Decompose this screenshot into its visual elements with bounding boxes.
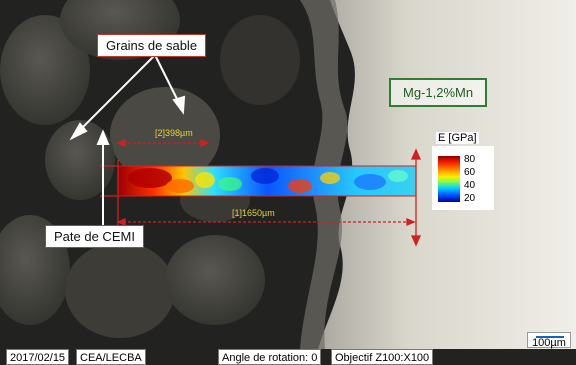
paste-label: Pate de CEMI: [45, 225, 144, 248]
scale-bar-line: [536, 336, 564, 338]
dimension-short-label: [2]398µm: [155, 128, 193, 138]
alloy-label: Mg-1,2%Mn: [389, 78, 488, 107]
legend-tick-20: 20: [464, 193, 476, 204]
legend-tick-60: 60: [464, 167, 476, 178]
grains-label: Grains de sable: [97, 34, 207, 57]
scale-bar: 100µm: [527, 332, 571, 349]
modulus-legend: E [GPa] 80 60 40 20: [432, 132, 494, 210]
modulus-map: [117, 165, 417, 197]
legend-tick-80: 80: [464, 154, 476, 165]
sand-grains: [0, 0, 300, 338]
legend-tick-40: 40: [464, 180, 476, 191]
footer-objective: Objectif Z100:X100: [331, 349, 434, 365]
scale-bar-label: 100µm: [532, 337, 566, 349]
footer-date: 2017/02/15: [6, 349, 70, 365]
footer-lab: CEA/LECBA: [76, 349, 146, 365]
dimension-long-label: [1]1650µm: [232, 208, 275, 218]
legend-color-bar: [438, 156, 460, 202]
annotation-arrows: [69, 54, 186, 225]
footer-rotation: Angle de rotation: 0: [218, 349, 322, 365]
legend-title: E [GPa]: [436, 132, 479, 144]
footer-bar: 2017/02/15 CEA/LECBA Angle de rotation: …: [0, 349, 576, 365]
dimension-lines: [100, 139, 422, 247]
